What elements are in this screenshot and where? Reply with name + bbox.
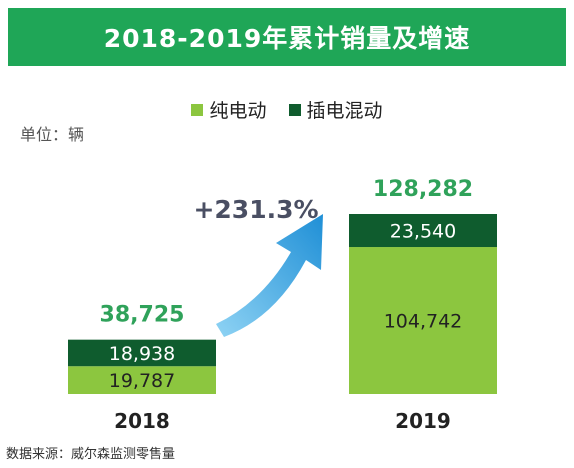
unit-label: 单位：辆 xyxy=(20,125,85,144)
bar-phev-2018 xyxy=(68,339,216,367)
labels-layer: 19,787 18,938 38,725 2018 104,742 23,540 128,2… xyxy=(100,177,474,433)
source-note: 数据来源：威尔森监测零售量 xyxy=(6,447,176,462)
total-label-2019: 128,282 xyxy=(373,177,473,202)
title-banner: 2018-2019年累计销量及增速 xyxy=(8,8,566,66)
legend-label-phev: 插电混动 xyxy=(306,100,383,122)
legend-swatch-phev xyxy=(288,103,301,116)
legend-label-bev: 纯电动 xyxy=(209,100,267,122)
total-label-2018: 38,725 xyxy=(100,303,185,328)
growth-rate-label: +231.3% xyxy=(193,195,318,224)
bar-phev-2019 xyxy=(349,214,497,248)
data-label-phev-2019: 23,540 xyxy=(390,221,456,243)
weibo-watermark: ◔ 六 xyxy=(6,446,33,460)
bars-layer xyxy=(68,214,497,394)
legend-item-phev: 插电混动 xyxy=(288,96,383,123)
legend-item-bev: 纯电动 xyxy=(191,96,267,123)
bar-bev-2018 xyxy=(68,366,216,394)
growth-arrow xyxy=(216,214,323,337)
data-label-bev-2019: 104,742 xyxy=(384,311,463,333)
chart-title: 2018-2019年累计销量及增速 xyxy=(103,24,471,53)
bar-bev-2019 xyxy=(349,247,497,394)
data-label-phev-2018: 18,938 xyxy=(109,343,175,365)
legend: 纯电动 插电混动 xyxy=(0,96,574,123)
data-label-bev-2018: 19,787 xyxy=(109,370,175,392)
legend-swatch-bev xyxy=(191,103,204,116)
category-label-2018: 2018 xyxy=(114,409,170,433)
category-label-2019: 2019 xyxy=(395,409,451,433)
